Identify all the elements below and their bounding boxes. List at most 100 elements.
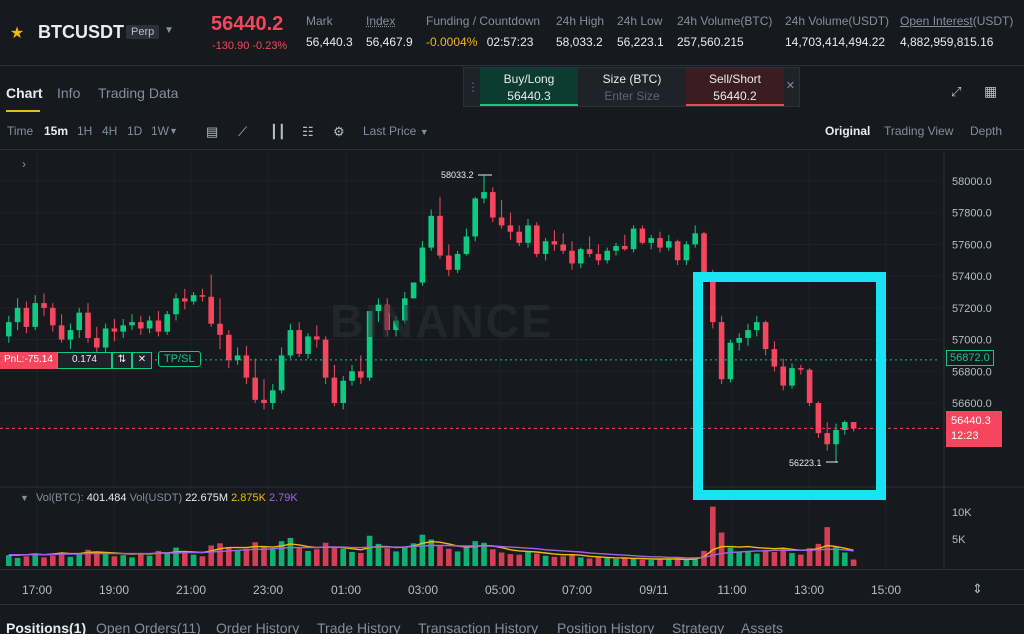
symbol-name[interactable]: BTCUSDT	[38, 22, 124, 42]
view-depth[interactable]: Depth	[970, 124, 1003, 138]
volume-bar	[657, 558, 663, 566]
time-tick-label: 23:00	[252, 583, 284, 597]
volume-bar	[472, 541, 478, 566]
price-tick-label: 58000.0	[952, 176, 992, 188]
stat-24h-high: 24h High 58,033.2	[556, 14, 604, 49]
interval-1w[interactable]: 1W	[151, 124, 169, 138]
tab-positions[interactable]: Positions(1)	[6, 620, 87, 634]
stat-label-suffix: (USDT)	[972, 14, 1014, 28]
candle-body	[718, 322, 725, 380]
stat-label-row: Open Interest(USDT)	[900, 14, 1013, 28]
volume-bar	[111, 556, 118, 566]
candle-body	[657, 238, 663, 248]
buy-long-button[interactable]: Buy/Long 56440.3	[480, 68, 578, 106]
volume-bar	[199, 556, 206, 566]
candle-body	[305, 336, 311, 354]
tab-order-history[interactable]: Order History	[216, 620, 300, 634]
volume-bar	[622, 557, 628, 566]
volume-bar	[463, 547, 470, 566]
tab-info[interactable]: Info	[57, 85, 81, 101]
price-tick-label: 57000.0	[952, 335, 992, 347]
candle-body	[727, 342, 734, 380]
candle-body	[516, 231, 522, 243]
tab-assets[interactable]: Assets	[741, 620, 784, 634]
stat-value: 58,033.2	[556, 35, 603, 49]
chart-tabs: Chart Info Trading Data	[0, 66, 1024, 120]
tab-open-orders[interactable]: Open Orders(11)	[96, 620, 201, 634]
drawing-tools-icon[interactable]: ☷	[302, 124, 314, 139]
tab-trade-history[interactable]: Trade History	[317, 620, 401, 634]
close-icon[interactable]: ✕	[785, 80, 795, 92]
candle-body	[94, 337, 100, 348]
interval-4h[interactable]: 4H	[102, 124, 118, 138]
settings-gear-icon[interactable]: ⚙	[333, 124, 345, 139]
tab-transaction-history[interactable]: Transaction History	[418, 620, 539, 634]
view-original[interactable]: Original	[825, 124, 871, 138]
stat-label: 24h Low	[617, 14, 663, 28]
interval-15m[interactable]: 15m	[44, 124, 69, 138]
price-chart[interactable]: 58000.0 57800.0 57600.0 57400.0 57200.0 57000…	[0, 151, 1024, 569]
volume-bar	[340, 548, 346, 566]
volume-bar	[252, 542, 258, 566]
chart-type-icon[interactable]: ┃┃	[270, 124, 286, 139]
size-input[interactable]: Size (BTC) Enter Size	[584, 68, 680, 103]
volume-bar	[534, 553, 540, 566]
volume-bar	[94, 551, 100, 566]
candle-body	[270, 390, 276, 403]
chevron-down-icon[interactable]: ▼	[20, 493, 29, 503]
close-position-icon[interactable]: ✕	[131, 352, 152, 369]
indicators-icon[interactable]: ⟋	[238, 124, 248, 139]
chevron-down-icon[interactable]: ▼	[169, 126, 178, 136]
volume-bar	[393, 551, 399, 566]
volume-bar	[727, 547, 734, 566]
volume-bar	[437, 545, 443, 566]
tab-strategy[interactable]: Strategy	[672, 620, 725, 634]
volume-bar	[824, 527, 830, 566]
volume-bar	[586, 558, 593, 566]
sell-short-button[interactable]: Sell/Short 56440.2	[686, 68, 784, 106]
active-tab-indicator	[6, 110, 40, 112]
volume-bar	[23, 556, 30, 566]
favorite-star-icon[interactable]: ★	[9, 25, 25, 42]
stat-label[interactable]: Open Interest	[900, 14, 973, 28]
tab-trading-data[interactable]: Trading Data	[98, 85, 179, 101]
candle-body	[595, 253, 602, 261]
volume-bar	[6, 555, 12, 566]
calendar-icon[interactable]: ▤	[206, 124, 219, 139]
auto-scale-icon[interactable]: ⇕	[972, 581, 983, 596]
volume-ma-lines	[8, 540, 854, 561]
tpsl-button[interactable]: TP/SL	[158, 351, 201, 367]
volume-bar	[146, 555, 153, 566]
stat-value: 257,560.215	[677, 35, 744, 49]
price-type-select[interactable]: Last Price ▼	[363, 124, 429, 138]
tab-position-history[interactable]: Position History	[557, 620, 655, 634]
volume-bar	[129, 557, 135, 566]
candlestick-chart[interactable]: 58000.0 57800.0 57600.0 57400.0 57200.0 57000…	[0, 151, 1024, 569]
candle-body	[490, 192, 496, 218]
interval-1h[interactable]: 1H	[77, 124, 93, 138]
volume-bar	[850, 559, 857, 566]
position-line-widget[interactable]: PnL:-75.14 0.174 ⇅ ✕	[0, 352, 152, 369]
chevron-down-icon[interactable]: ▼	[164, 25, 174, 36]
stat-open-interest[interactable]: Open Interest(USDT) 4,882,959,815.16	[900, 14, 1013, 49]
price-tick-label: 57800.0	[952, 208, 992, 220]
volume-bar	[102, 554, 109, 566]
size-placeholder[interactable]: Enter Size	[604, 89, 660, 103]
stat-label[interactable]: Index	[366, 14, 396, 28]
view-trading-view[interactable]: Trading View	[884, 124, 954, 138]
layout-grid-icon[interactable]: ▦	[984, 83, 998, 99]
tab-chart[interactable]: Chart	[6, 85, 43, 101]
volume-bar	[630, 558, 637, 566]
candle-body	[674, 241, 681, 261]
reverse-icon[interactable]: ⇅	[111, 352, 132, 369]
candle-body	[217, 323, 223, 335]
stat-24h-volume-btc: 24h Volume(BTC) 257,560.215	[677, 14, 772, 49]
candle-body	[14, 307, 21, 323]
volume-bar	[639, 559, 646, 566]
ticker-header: ★ BTCUSDT Perp ▼ 56440.2 -130.90 -0.23% …	[0, 0, 1024, 66]
stat-index[interactable]: Index 56,467.9	[366, 14, 413, 49]
candle-body	[164, 314, 170, 332]
fullscreen-icon[interactable]: ⤢	[951, 84, 962, 99]
interval-1d[interactable]: 1D	[127, 124, 143, 138]
chevron-right-icon[interactable]: ›	[22, 157, 26, 171]
